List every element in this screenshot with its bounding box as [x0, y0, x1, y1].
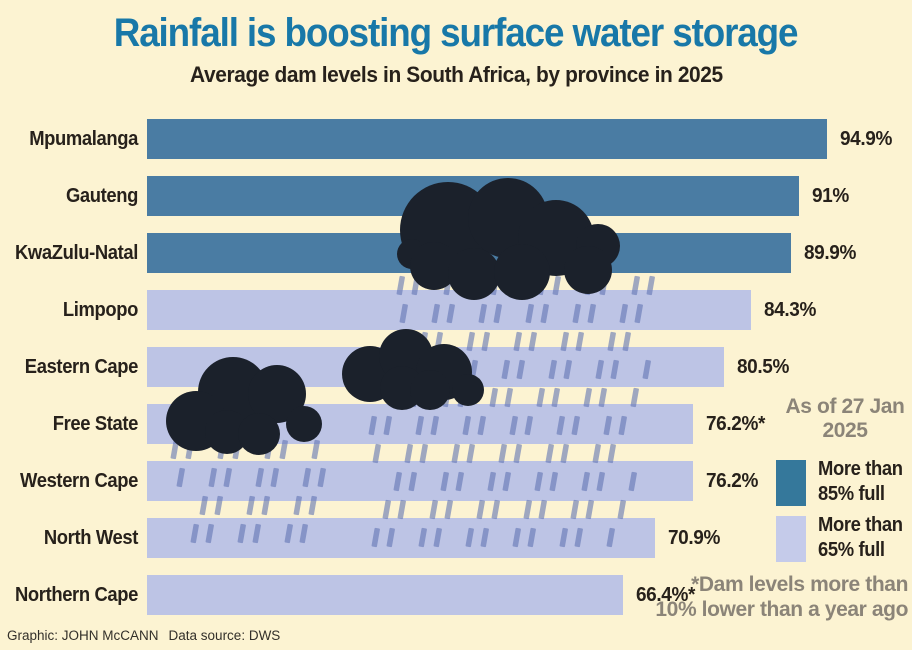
legend-label-85-line2: 85% full: [818, 483, 885, 505]
as-of-date: As of 27 Jan 2025: [770, 395, 912, 443]
legend-label-65: More than 65% full: [818, 513, 912, 563]
page-title-text: Rainfall is boosting surface water stora…: [114, 11, 799, 55]
province-label: Limpopo: [62, 299, 139, 321]
dam-level-bar: [147, 176, 799, 216]
value-label: 89.9%: [804, 242, 856, 264]
legend-swatch-65: [776, 516, 806, 562]
footnote: *Dam levels more than 10% lower than a y…: [608, 572, 908, 622]
legend-label-65-line1: More than: [818, 514, 903, 536]
province-label: Eastern Cape: [24, 356, 139, 378]
dam-level-bar: [147, 290, 751, 330]
dam-level-bar: [147, 461, 693, 501]
value-label: 91%: [812, 185, 849, 207]
province-label: KwaZulu-Natal: [14, 242, 138, 264]
dam-level-bar: [147, 119, 827, 159]
province-label: Western Cape: [20, 470, 138, 492]
value-label: 80.5%: [737, 356, 789, 378]
province-label: North West: [43, 527, 139, 549]
chart-subtitle: Average dam levels in South Africa, by p…: [0, 62, 912, 88]
as-of-line1: As of 27 Jan: [785, 395, 905, 418]
value-label: 70.9%: [668, 527, 720, 549]
legend-swatch-85: [776, 460, 806, 506]
value-label: 76.2%: [706, 470, 758, 492]
footnote-line2: 10% lower than a year ago: [655, 598, 908, 621]
legend-label-65-line2: 65% full: [818, 539, 885, 561]
dam-level-bar: [147, 518, 655, 558]
value-label: 76.2%*: [706, 413, 765, 435]
page-title: Rainfall is boosting surface water stora…: [0, 10, 912, 56]
value-label: 94.9%: [840, 128, 892, 150]
value-label: 84.3%: [764, 299, 816, 321]
data-source: Data source: DWS: [168, 628, 281, 643]
value-label: 66.4%*: [636, 584, 695, 606]
province-label: Mpumalanga: [29, 128, 139, 150]
dam-level-bar: [147, 575, 623, 615]
dam-level-bar: [147, 404, 693, 444]
as-of-line2: 2025: [822, 419, 868, 442]
province-label: Free State: [52, 413, 139, 435]
dam-level-bar: [147, 347, 724, 387]
footnote-line1: *Dam levels more than: [691, 573, 908, 596]
chart-subtitle-text: Average dam levels in South Africa, by p…: [189, 62, 723, 87]
graphic-credit: Graphic: JOHN McCANN: [7, 628, 159, 643]
dam-level-bar: [147, 233, 791, 273]
province-label: Gauteng: [65, 185, 138, 207]
credit-line: Graphic: JOHN McCANN Data source: DWS: [7, 628, 290, 643]
legend-label-85-line1: More than: [818, 458, 903, 480]
province-label: Northern Cape: [14, 584, 138, 606]
legend-label-85: More than 85% full: [818, 457, 912, 507]
